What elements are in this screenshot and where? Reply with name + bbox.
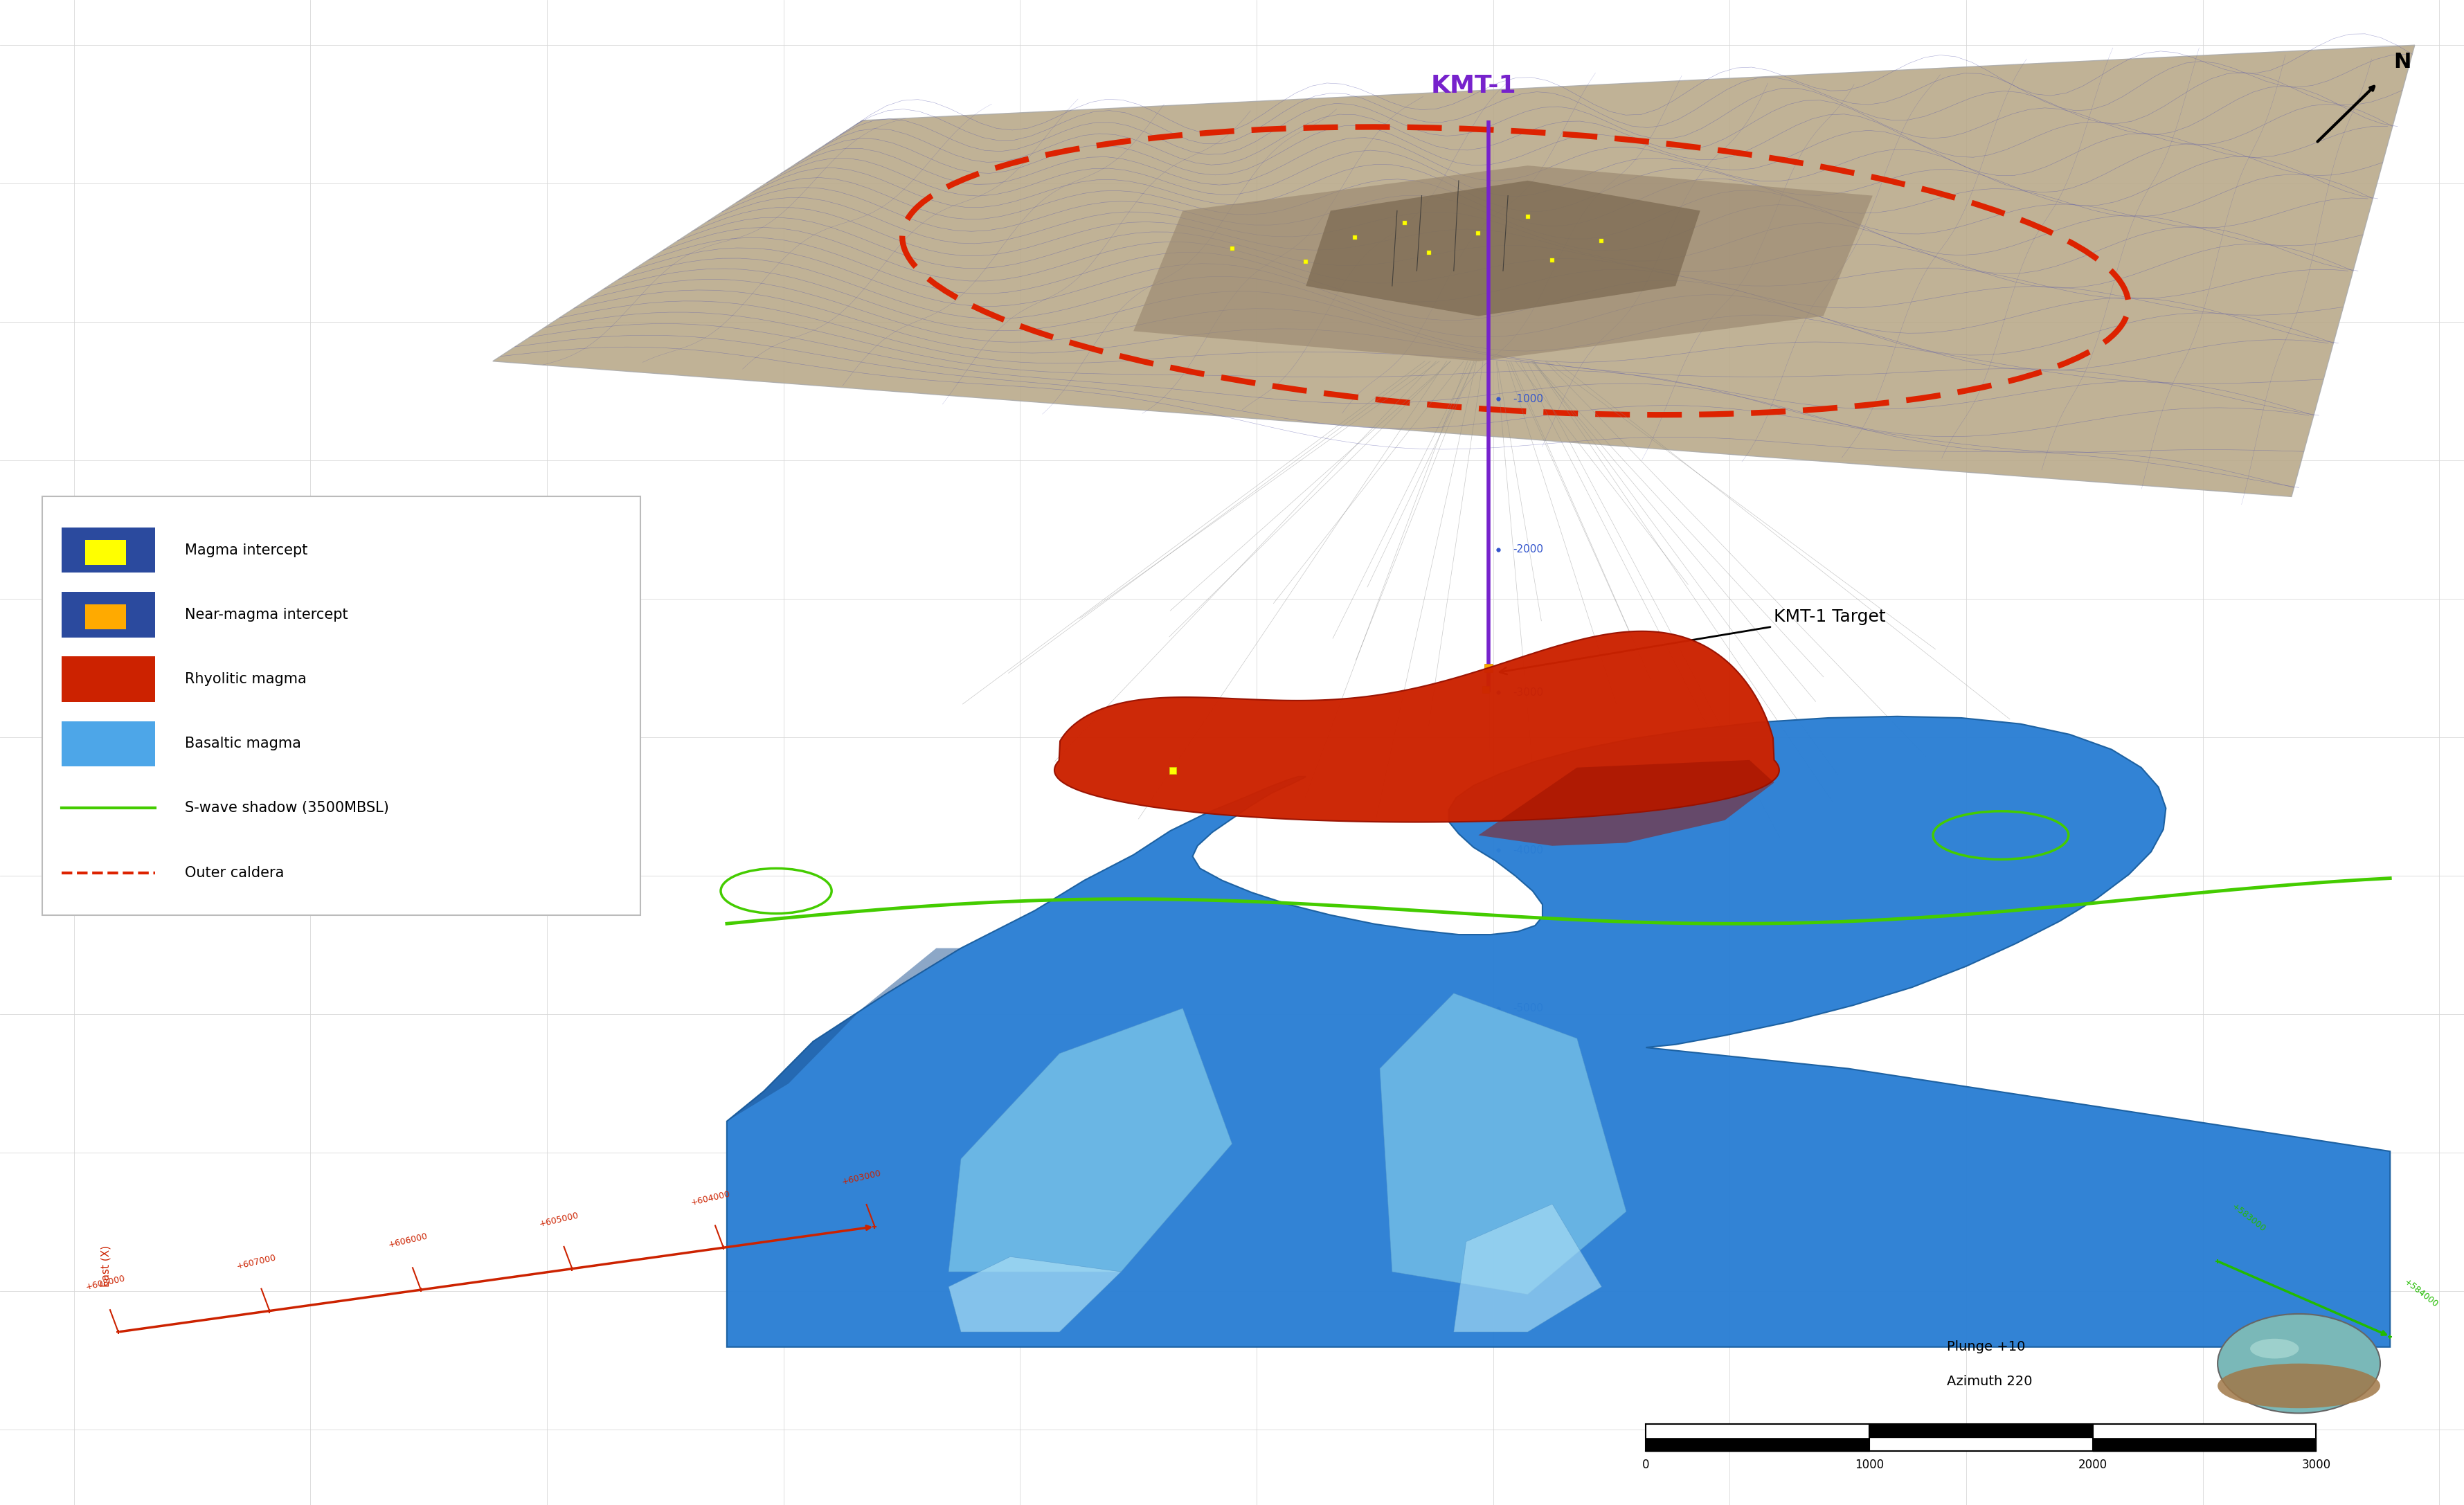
Text: -1000: -1000: [1513, 394, 1542, 403]
Polygon shape: [727, 948, 961, 1121]
Bar: [84, 605, 126, 629]
Polygon shape: [1055, 631, 1779, 822]
Polygon shape: [727, 716, 2390, 1347]
Text: Rhyolitic magma: Rhyolitic magma: [185, 673, 306, 686]
FancyBboxPatch shape: [42, 497, 641, 915]
Text: East (X): East (X): [101, 1245, 111, 1287]
Text: Azimuth 220: Azimuth 220: [1947, 1376, 2033, 1388]
Text: Plunge +10: Plunge +10: [1947, 1341, 2025, 1353]
Polygon shape: [1133, 166, 1873, 361]
Text: Magma intercept: Magma intercept: [185, 543, 308, 557]
Polygon shape: [1454, 1204, 1602, 1332]
Bar: [62, 591, 155, 637]
Text: -5000: -5000: [1513, 1004, 1542, 1013]
Text: 3000: 3000: [2301, 1458, 2331, 1470]
Text: Outer caldera: Outer caldera: [185, 865, 283, 879]
Text: Basaltic magma: Basaltic magma: [185, 737, 301, 751]
Text: +604000: +604000: [690, 1190, 732, 1207]
Text: N: N: [2393, 53, 2412, 72]
Text: KMT-1 Target: KMT-1 Target: [1501, 608, 1885, 674]
Ellipse shape: [2250, 1339, 2299, 1359]
Text: +607000: +607000: [237, 1252, 276, 1270]
Text: KMT-1: KMT-1: [1432, 74, 1515, 98]
Bar: [84, 540, 126, 564]
Text: -4000: -4000: [1513, 846, 1542, 855]
Text: -3000: -3000: [1513, 688, 1542, 697]
Text: -2000: -2000: [1513, 545, 1542, 554]
Bar: [62, 721, 155, 766]
Polygon shape: [1478, 760, 1774, 846]
Bar: [62, 528, 155, 573]
Bar: [62, 656, 155, 701]
Polygon shape: [1380, 993, 1626, 1294]
Text: +603000: +603000: [840, 1169, 882, 1186]
Ellipse shape: [2218, 1364, 2380, 1409]
Text: Near-magma intercept: Near-magma intercept: [185, 608, 347, 622]
Polygon shape: [949, 1008, 1232, 1272]
Polygon shape: [1306, 181, 1700, 316]
Circle shape: [2218, 1314, 2380, 1413]
Text: +608000: +608000: [84, 1273, 126, 1291]
Text: +606000: +606000: [387, 1233, 429, 1249]
Polygon shape: [949, 1257, 1121, 1332]
Polygon shape: [493, 45, 2415, 497]
Text: S-wave shadow (3500MBSL): S-wave shadow (3500MBSL): [185, 801, 389, 816]
Text: +584000: +584000: [2402, 1278, 2439, 1309]
Text: 2000: 2000: [2077, 1458, 2107, 1470]
Text: +583000: +583000: [2230, 1202, 2267, 1234]
Text: 0: 0: [1643, 1458, 1648, 1470]
Text: +605000: +605000: [537, 1210, 579, 1228]
Text: 1000: 1000: [1855, 1458, 1885, 1470]
